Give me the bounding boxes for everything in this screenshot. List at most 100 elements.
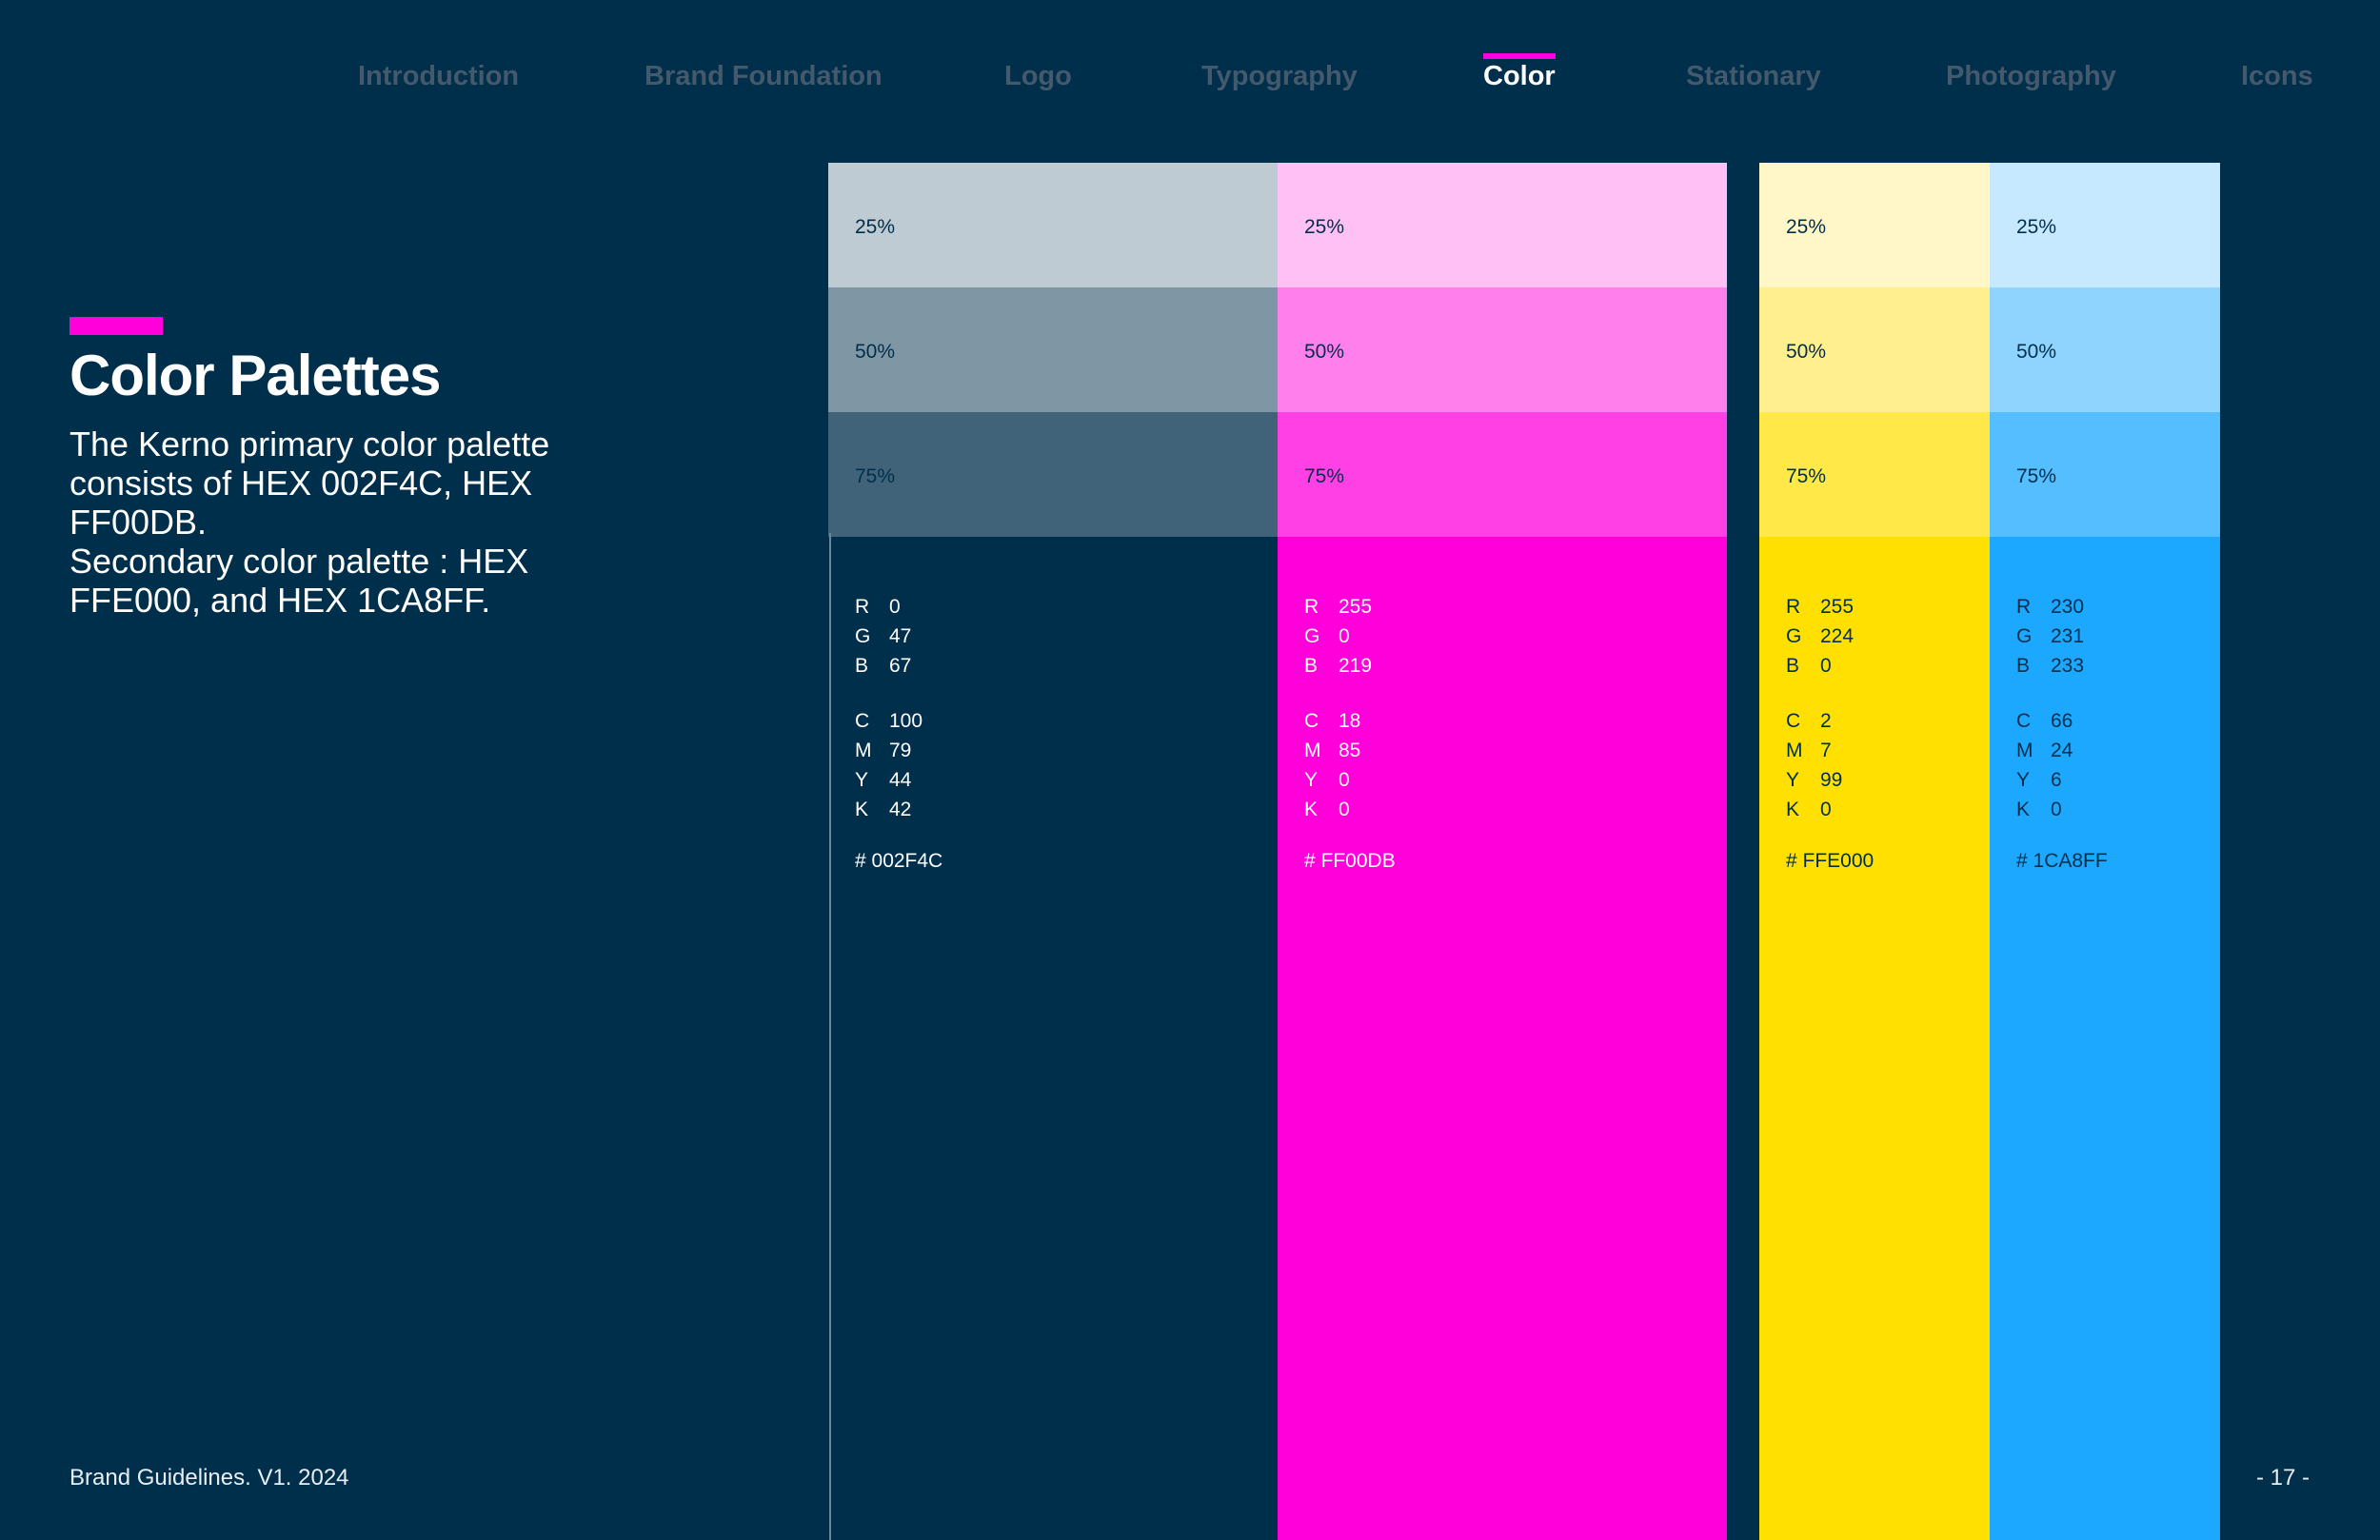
- rgb-g-value: 0: [1339, 625, 1350, 647]
- tint-swatch-25: 25%: [1990, 163, 2220, 287]
- top-navigation: Introduction Brand Foundation Logo Typog…: [0, 53, 2380, 118]
- nav-item-label: Brand Foundation: [645, 61, 883, 91]
- cmyk-c-value: 18: [1339, 710, 1361, 732]
- rgb-b-row: B 219: [1304, 655, 1373, 677]
- palette-divider-line: [829, 533, 831, 1540]
- rgb-r-value: 0: [889, 596, 901, 618]
- cmyk-m-value: 85: [1339, 740, 1361, 761]
- cmyk-m-row: M 24: [2016, 740, 2073, 761]
- hex-code: # FFE000: [1786, 850, 1874, 872]
- rgb-g-value: 47: [889, 625, 912, 647]
- cmyk-c-value: 100: [889, 710, 923, 732]
- cmyk-c-row: C 18: [1304, 710, 1361, 732]
- tint-label: 25%: [855, 216, 896, 238]
- cmyk-k-row: K 42: [855, 799, 912, 820]
- cmyk-m-row: M 85: [1304, 740, 1361, 761]
- rgb-b-value: 67: [889, 655, 912, 677]
- nav-item-introduction[interactable]: Introduction: [358, 61, 519, 92]
- tint-swatch-25: 25%: [1278, 163, 1727, 287]
- rgb-g-value: 224: [1820, 625, 1854, 647]
- active-tab-indicator: [1483, 53, 1556, 59]
- nav-item-color[interactable]: Color: [1483, 53, 1556, 92]
- nav-item-stationary[interactable]: Stationary: [1686, 61, 1821, 92]
- title-accent-bar: [69, 317, 163, 335]
- tint-label: 50%: [1786, 341, 1827, 363]
- cmyk-k-value: 0: [1820, 799, 1832, 820]
- cmyk-y-row: Y 99: [1786, 769, 1843, 791]
- rgb-b-value: 233: [2051, 655, 2085, 677]
- cmyk-c-row: C 66: [2016, 710, 2073, 732]
- nav-item-label: Photography: [1946, 61, 2116, 91]
- rgb-r-row: R 230: [2016, 596, 2085, 618]
- cmyk-k-value: 0: [2051, 799, 2062, 820]
- nav-item-photography[interactable]: Photography: [1946, 61, 2116, 92]
- tint-label: 50%: [855, 341, 896, 363]
- cmyk-k-value: 42: [889, 799, 912, 820]
- nav-item-typography[interactable]: Typography: [1201, 61, 1358, 92]
- nav-item-brand-foundation[interactable]: Brand Foundation: [645, 61, 883, 92]
- tint-swatch-25: 25%: [1759, 163, 1990, 287]
- tint-swatch-50: 50%: [1759, 287, 1990, 412]
- cmyk-y-row: Y 44: [855, 769, 912, 791]
- nav-item-label: Introduction: [358, 61, 520, 91]
- rgb-g-row: G 231: [2016, 625, 2085, 647]
- tint-swatch-75: 75%: [828, 412, 1278, 537]
- rgb-b-row: B 233: [2016, 655, 2085, 677]
- tint-swatch-50: 50%: [1990, 287, 2220, 412]
- hex-code: # FF00DB: [1304, 850, 1396, 872]
- page-number: - 17 -: [2256, 1465, 2311, 1491]
- primary-palette-text: The Kerno primary color palette consists…: [69, 424, 550, 542]
- tint-label: 25%: [2016, 216, 2057, 238]
- cmyk-y-value: 99: [1820, 769, 1843, 791]
- rgb-r-row: R 255: [1786, 596, 1854, 618]
- cmyk-y-value: 6: [2051, 769, 2062, 791]
- tint-label: 50%: [2016, 341, 2057, 363]
- rgb-r-value: 230: [2051, 596, 2085, 618]
- cmyk-y-value: 44: [889, 769, 912, 791]
- tint-swatch-50: 50%: [1278, 287, 1727, 412]
- tint-label: 25%: [1304, 216, 1345, 238]
- cmyk-m-value: 24: [2051, 740, 2073, 761]
- rgb-b-value: 0: [1820, 655, 1832, 677]
- tint-label: 50%: [1304, 341, 1345, 363]
- hex-code: # 1CA8FF: [2016, 850, 2108, 872]
- nav-item-label: Logo: [1004, 61, 1072, 91]
- nav-item-label: Typography: [1201, 61, 1358, 91]
- cmyk-y-value: 0: [1339, 769, 1350, 791]
- nav-item-icons[interactable]: Icons: [2241, 61, 2313, 92]
- page-title: Color Palettes: [69, 344, 441, 407]
- tint-label: 75%: [1304, 465, 1345, 487]
- hex-code: # 002F4C: [855, 850, 943, 872]
- rgb-r-value: 255: [1820, 596, 1854, 618]
- rgb-b-row: B 67: [855, 655, 912, 677]
- tint-label: 75%: [2016, 465, 2057, 487]
- rgb-r-row: R 255: [1304, 596, 1373, 618]
- nav-item-logo[interactable]: Logo: [1004, 61, 1072, 92]
- tint-swatch-75: 75%: [1990, 412, 2220, 537]
- secondary-palette-text: Secondary color palette : HEX FFE000, an…: [69, 542, 529, 620]
- tint-label: 75%: [1786, 465, 1827, 487]
- cmyk-k-value: 0: [1339, 799, 1350, 820]
- footer-brand-version: Brand Guidelines. V1. 2024: [69, 1465, 349, 1491]
- palette-description: The Kerno primary color palette consists…: [69, 424, 603, 620]
- tint-swatch-75: 75%: [1278, 412, 1727, 537]
- tint-swatch-75: 75%: [1759, 412, 1990, 537]
- tint-swatch-25: 25%: [828, 163, 1278, 287]
- rgb-b-value: 219: [1339, 655, 1373, 677]
- cmyk-m-value: 79: [889, 740, 912, 761]
